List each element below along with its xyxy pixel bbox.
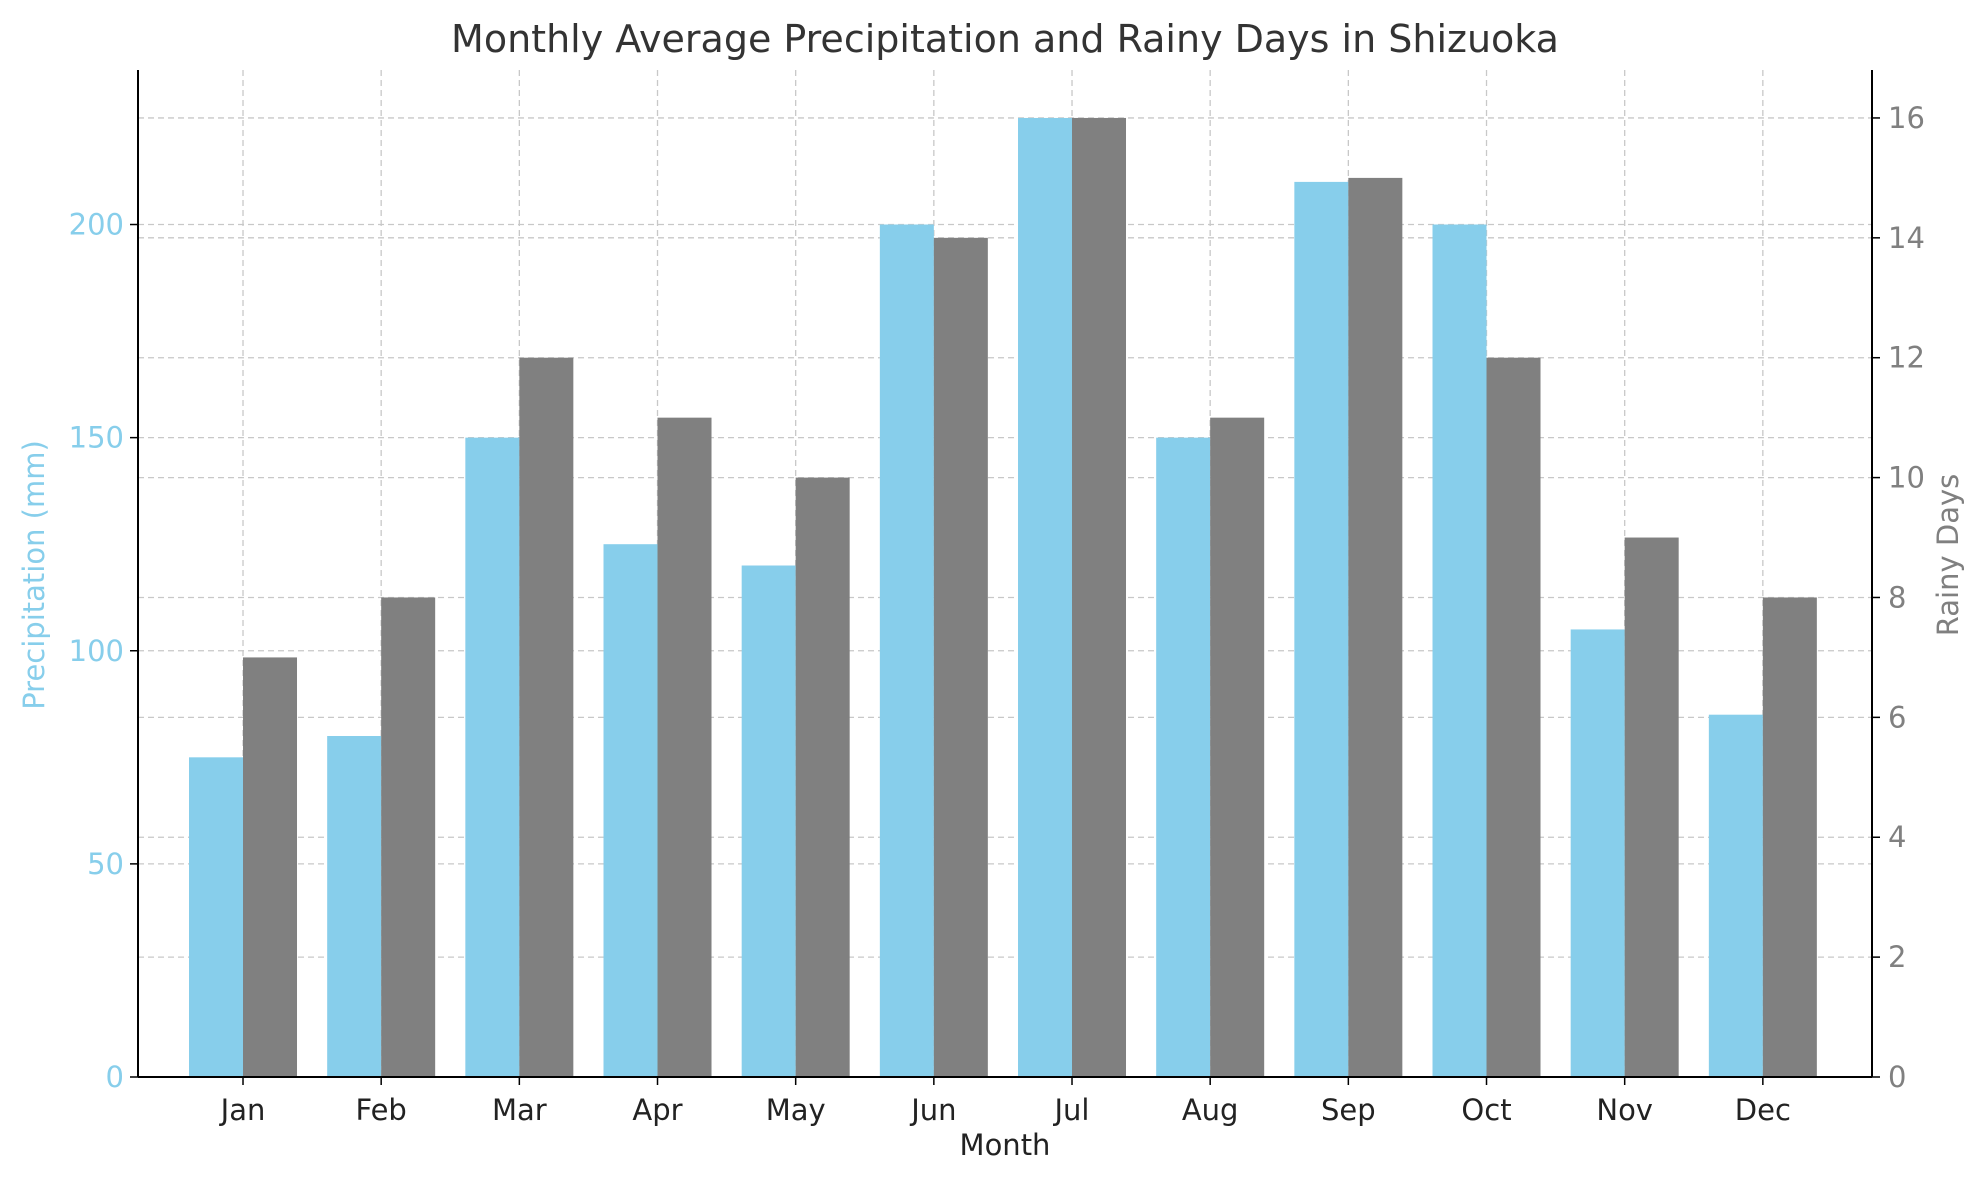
x-axis-label: Month <box>960 1128 1051 1162</box>
y-left-tick-label: 200 <box>69 208 124 242</box>
precipitation-bar <box>189 757 244 1077</box>
x-tick-label: Jun <box>909 1093 956 1127</box>
precipitation-bar <box>741 565 796 1077</box>
rainy-days-bar <box>1072 117 1127 1077</box>
x-tick-label: May <box>766 1093 826 1127</box>
rainy-days-bar <box>1762 597 1817 1077</box>
rainy-days-bar <box>795 477 850 1078</box>
x-tick-label: Oct <box>1461 1093 1511 1127</box>
rainy-days-bar <box>381 597 436 1077</box>
y-left-tick-label: 150 <box>69 421 124 455</box>
y-right-tick-label: 14 <box>1888 221 1925 255</box>
rainy-days-bar <box>657 417 712 1077</box>
precipitation-bar <box>465 437 520 1078</box>
precipitation-bar <box>1156 437 1211 1078</box>
chart-title: Monthly Average Precipitation and Rainy … <box>451 17 1559 61</box>
x-tick-label: Aug <box>1182 1093 1239 1127</box>
y-left-tick-label: 100 <box>69 634 124 668</box>
rainy-days-bar <box>1624 537 1679 1077</box>
y-axis-left-label: Precipitation (mm) <box>17 440 51 710</box>
y-right-tick-label: 12 <box>1888 341 1925 375</box>
precipitation-bar <box>1570 629 1625 1077</box>
rainy-days-bar <box>1348 177 1403 1078</box>
x-tick-label: Mar <box>492 1093 547 1127</box>
precipitation-bar <box>1708 714 1763 1077</box>
y-right-tick-label: 16 <box>1888 101 1925 135</box>
axes-layer: Jan Feb Mar Apr May Jun Jul Aug Sep Oct Nov Dec 0 50 1… <box>69 70 1925 1127</box>
rainy-days-bar <box>1210 417 1265 1077</box>
precipitation-bar <box>603 544 658 1077</box>
y-right-tick-label: 6 <box>1888 700 1906 734</box>
rainy-days-bar <box>519 357 574 1077</box>
precipitation-bar <box>1432 224 1487 1077</box>
y-left-tick-label: 0 <box>106 1060 124 1094</box>
precipitation-bar <box>1018 117 1073 1077</box>
rainy-days-bar <box>933 237 988 1078</box>
y-right-tick-label: 4 <box>1888 820 1906 854</box>
x-tick-label: Jul <box>1053 1093 1090 1127</box>
x-tick-label: Apr <box>632 1093 682 1127</box>
rainy-days-bar <box>243 657 298 1077</box>
y-right-tick-label: 0 <box>1888 1060 1906 1094</box>
y-axis-right-label: Rainy Days <box>1931 474 1965 636</box>
rainy-days-bar <box>1486 357 1541 1077</box>
y-right-tick-label: 2 <box>1888 940 1906 974</box>
x-tick-label: Sep <box>1321 1093 1376 1127</box>
precipitation-bar <box>879 224 934 1077</box>
y-left-tick-label: 50 <box>87 847 124 881</box>
x-tick-label: Feb <box>355 1093 406 1127</box>
bars-layer <box>189 117 1817 1078</box>
y-right-tick-label: 10 <box>1888 461 1925 495</box>
x-tick-label: Jan <box>219 1093 266 1127</box>
precipitation-bar <box>1294 181 1349 1077</box>
y-right-tick-label: 8 <box>1888 580 1906 614</box>
x-tick-label: Nov <box>1596 1093 1653 1127</box>
precipitation-bar <box>327 736 382 1077</box>
x-tick-label: Dec <box>1735 1093 1791 1127</box>
